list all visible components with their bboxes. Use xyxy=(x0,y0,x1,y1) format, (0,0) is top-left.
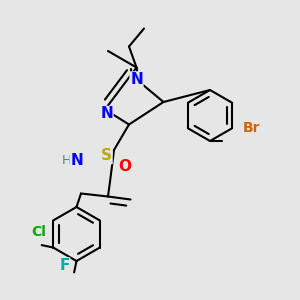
Text: N: N xyxy=(130,72,143,87)
Text: N: N xyxy=(100,106,113,122)
Text: F: F xyxy=(59,258,70,273)
Text: N: N xyxy=(70,153,83,168)
Text: Br: Br xyxy=(243,121,261,134)
Text: S: S xyxy=(101,148,112,164)
Text: Cl: Cl xyxy=(32,226,46,239)
Text: O: O xyxy=(118,159,131,174)
Text: H: H xyxy=(61,154,71,167)
